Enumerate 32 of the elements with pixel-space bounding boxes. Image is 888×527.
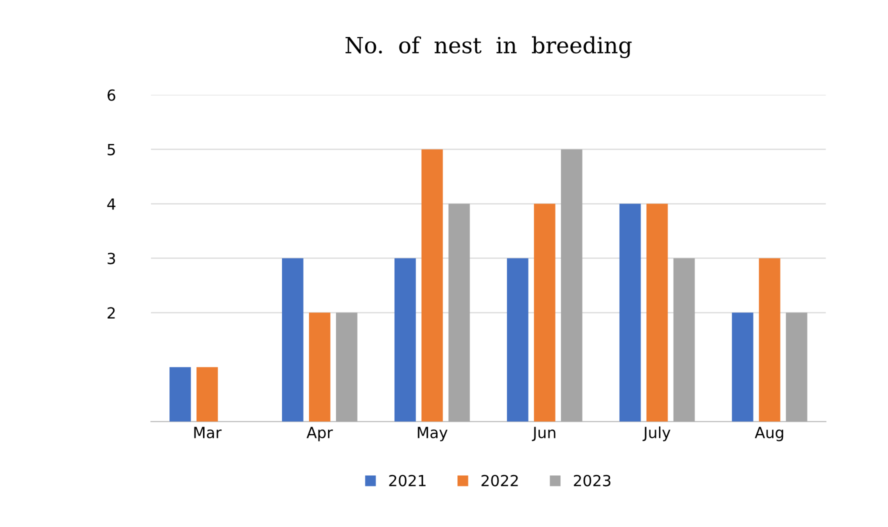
y-tick-label: 3 [108, 252, 116, 264]
bar [560, 149, 582, 422]
bar [308, 312, 330, 422]
y-tick-label: 6 [108, 89, 116, 101]
bar [534, 204, 556, 422]
bar [758, 258, 780, 422]
legend-label: 2021 [389, 474, 426, 486]
x-tick-label: July [642, 426, 670, 442]
legend-label: 2023 [574, 474, 610, 486]
bar [282, 258, 304, 422]
bar [196, 367, 218, 422]
bar [336, 312, 358, 422]
x-tick-label: Apr [306, 426, 333, 442]
bar [506, 258, 528, 422]
bar [732, 312, 754, 422]
x-tick-label: Jun [532, 426, 556, 442]
x-tick-label: May [418, 426, 448, 442]
bar [421, 149, 443, 422]
bar [448, 204, 470, 422]
x-tick-label: Aug [754, 426, 784, 442]
legend-label: 2022 [482, 474, 518, 486]
y-tick-label: 2 [108, 307, 115, 318]
chart-title: No. of nest in breeding [346, 36, 632, 58]
y-tick-label: 4 [107, 198, 116, 210]
x-tick-label: Mar [194, 426, 222, 438]
bar [619, 204, 641, 422]
bar [170, 367, 191, 422]
y-tick-label: 5 [108, 144, 115, 156]
bar [394, 258, 416, 422]
bar [646, 204, 668, 422]
bar [673, 258, 695, 422]
bar [786, 312, 808, 422]
